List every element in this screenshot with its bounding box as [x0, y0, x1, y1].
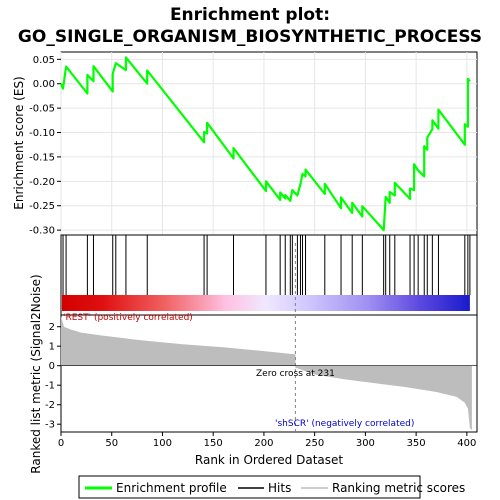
es-panel — [60, 51, 478, 236]
es-gridlines — [60, 52, 477, 235]
x-tick-label: 300 — [356, 438, 375, 449]
x-tick-label: 100 — [153, 438, 172, 449]
metric-y-axis-label: Ranked list metric (Signal2Noise) — [29, 274, 43, 473]
negative-correlation-label: 'shSCR' (negatively correlated) — [275, 419, 414, 429]
ranking-metric-area — [61, 316, 472, 431]
legend-hits-label: Hits — [268, 481, 291, 495]
es-y-tick-label: -0.10 — [29, 128, 55, 139]
ranking-color-bar — [62, 295, 470, 311]
metric-y-tick-label: 1 — [49, 342, 55, 353]
metric-y-tick-label: -3 — [45, 420, 55, 431]
hit-marks — [62, 235, 471, 295]
es-y-tick-label: -0.05 — [29, 104, 55, 115]
x-tick-label: 0 — [58, 438, 64, 449]
enrichment-profile-line — [59, 56, 471, 232]
es-y-tick-label: -0.25 — [29, 201, 55, 212]
es-y-tick-label: 0.05 — [33, 55, 55, 66]
es-y-axis-label: Enrichment score (ES) — [12, 76, 26, 209]
x-tick-label: 400 — [457, 438, 476, 449]
es-y-tick-label: -0.30 — [29, 226, 55, 237]
x-tick-label: 50 — [105, 438, 118, 449]
metric-y-tick-label: 2 — [49, 322, 55, 333]
legend-metric-label: Ranking metric scores — [332, 481, 465, 495]
es-y-ticks: 0.05 0.00 -0.05 -0.10 -0.15 -0.20 -0.25 -0.30 — [29, 55, 61, 237]
es-y-tick-label: -0.20 — [29, 177, 55, 188]
metric-y-ticks: 2 1 0 -1 -2 -3 — [45, 322, 477, 431]
metric-y-tick-label: -1 — [45, 381, 55, 392]
es-y-tick-label: -0.15 — [29, 152, 55, 163]
x-axis-label: Rank in Ordered Dataset — [195, 453, 343, 467]
x-ticks: 0 50 100 150 200 250 300 350 400 — [58, 432, 476, 449]
legend-enrichment-label: Enrichment profile — [116, 481, 227, 495]
metric-y-tick-label: -2 — [45, 400, 55, 411]
x-tick-label: 250 — [305, 438, 324, 449]
x-tick-label: 350 — [407, 438, 426, 449]
zero-cross-label: Zero cross at 231 — [256, 369, 335, 379]
es-y-tick-label: 0.00 — [33, 79, 55, 90]
chart-title-line2: GO_SINGLE_ORGANISM_BIOSYNTHETIC_PROCESS — [18, 27, 482, 47]
legend — [78, 475, 421, 499]
x-tick-label: 150 — [204, 438, 223, 449]
x-tick-label: 200 — [254, 438, 273, 449]
chart-title-line1: Enrichment plot: — [170, 5, 330, 25]
metric-y-tick-label: 0 — [49, 361, 55, 372]
positive-correlation-label: 'REST' (positively correlated) — [63, 313, 193, 323]
